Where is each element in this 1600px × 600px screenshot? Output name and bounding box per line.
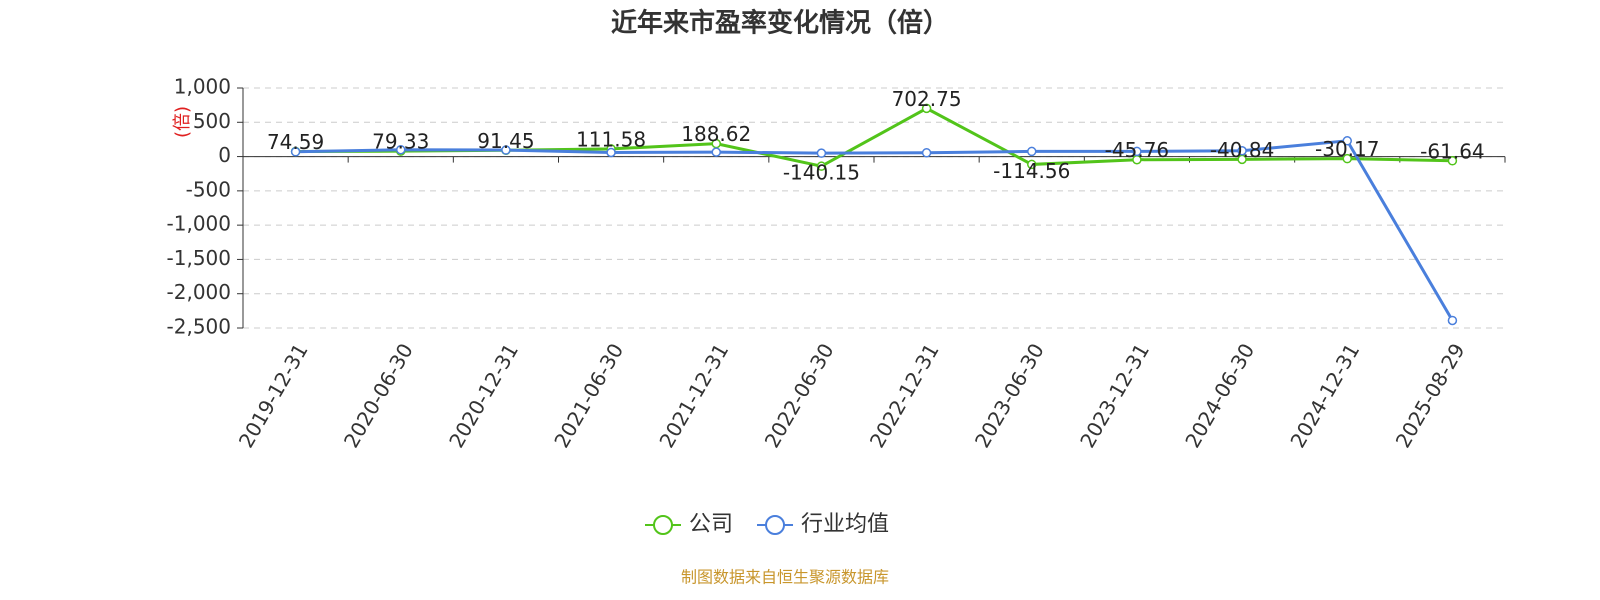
data-point	[501, 145, 511, 155]
x-tick-label: 2022-06-30	[760, 339, 839, 452]
y-axis-label: (倍)	[172, 106, 193, 138]
value-label: 702.75	[892, 87, 962, 111]
data-point	[1447, 156, 1458, 166]
data-point	[711, 147, 721, 157]
y-tick-label: -1,000	[167, 212, 231, 236]
y-tick-label: -2,500	[167, 315, 231, 339]
x-tick-label: 2025-08-29	[1391, 339, 1470, 452]
legend-label: 行业均值	[801, 512, 889, 537]
value-label: 74.59	[267, 130, 324, 154]
y-tick-label: 500	[193, 109, 231, 133]
value-label: -140.15	[783, 161, 860, 185]
x-tick-label: 2019-12-31	[234, 339, 313, 452]
y-tick-label: 0	[218, 143, 231, 167]
y-tick-label: -1,500	[167, 246, 231, 270]
x-tick-label: 2021-06-30	[549, 339, 628, 452]
y-tick-label: 1,000	[174, 75, 231, 99]
x-tick-label: 2023-12-31	[1075, 339, 1154, 452]
x-tick-label: 2021-12-31	[654, 339, 733, 452]
data-point	[1447, 315, 1458, 326]
data-point	[1027, 146, 1037, 157]
data-point	[1342, 153, 1352, 164]
legend-marker	[653, 515, 673, 535]
data-point	[816, 161, 827, 171]
data-point	[396, 144, 406, 155]
legend-marker	[765, 515, 786, 535]
value-label: 79.33	[372, 130, 429, 154]
value-label: 111.58	[576, 127, 646, 151]
data-point	[816, 148, 827, 158]
source-note: 制图数据来自恒生聚源数据库	[681, 568, 889, 587]
x-tick-label: 2024-12-31	[1285, 339, 1364, 452]
y-tick-label: -2,000	[167, 280, 231, 304]
value-label: -45.76	[1105, 138, 1169, 162]
series-line	[295, 139, 1454, 322]
value-label: -114.56	[993, 159, 1070, 183]
data-point	[290, 147, 301, 157]
x-tick-label: 2020-12-31	[444, 339, 523, 452]
data-point	[606, 147, 616, 158]
data-point	[1342, 136, 1352, 146]
value-label: -61.64	[1420, 139, 1484, 163]
x-tick-label: 2023-06-30	[970, 339, 1049, 452]
y-tick-label: -500	[186, 177, 231, 201]
value-label: 188.62	[681, 122, 751, 146]
value-label: 91.45	[477, 129, 534, 153]
x-tick-label: 2022-12-31	[865, 339, 944, 452]
data-point	[1027, 159, 1037, 170]
data-point	[921, 148, 932, 158]
value-label: -30.17	[1315, 137, 1379, 161]
legend-label: 公司	[689, 512, 733, 537]
chart-title: 近年来市盈率变化情况（倍）	[611, 8, 949, 39]
x-tick-label: 2020-06-30	[339, 339, 418, 452]
data-point	[1132, 146, 1142, 157]
data-point	[1237, 145, 1247, 156]
value-label: -40.84	[1210, 138, 1274, 162]
x-tick-label: 2024-06-30	[1180, 339, 1259, 452]
data-point	[921, 103, 932, 114]
